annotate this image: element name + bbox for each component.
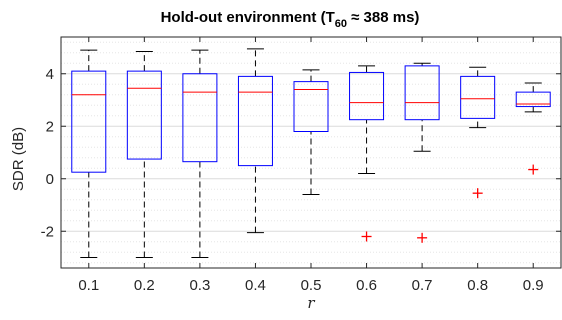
- x-tick-label: 0.7: [412, 277, 433, 294]
- box-0.5: [293, 69, 329, 195]
- x-tick-label: 0.4: [245, 277, 266, 294]
- box-0.7: [404, 62, 440, 243]
- box-0.9: [515, 82, 551, 175]
- box-0.2: [126, 50, 162, 258]
- box-0.1: [71, 49, 107, 258]
- y-tick-label: 4: [46, 66, 54, 83]
- box-0.4: [237, 48, 273, 234]
- x-tick-label: 0.2: [134, 277, 155, 294]
- x-tick-label: 0.9: [523, 277, 544, 294]
- x-axis-label: r: [307, 294, 315, 312]
- interquartile-box: [126, 70, 162, 160]
- interquartile-box: [349, 71, 385, 121]
- outlier-marker: [528, 164, 539, 175]
- box-series: [71, 48, 551, 258]
- x-tick-label: 0.5: [301, 277, 322, 294]
- y-axis-label: SDR (dB): [10, 127, 27, 191]
- box-0.6: [349, 65, 385, 242]
- interquartile-box: [71, 70, 107, 173]
- y-tick-label: 0: [46, 171, 54, 188]
- outlier-marker: [472, 188, 483, 199]
- y-tick-label: 2: [46, 118, 54, 135]
- x-tick-label: 0.6: [356, 277, 377, 294]
- interquartile-box: [404, 65, 440, 121]
- outlier-marker: [361, 231, 372, 242]
- x-axis-ticks: 0.1 0.2 0.3 0.4 0.5 0.6 0.7 0.8 0.9: [78, 37, 544, 294]
- interquartile-box: [515, 91, 551, 108]
- x-tick-label: 0.8: [467, 277, 488, 294]
- outlier-marker: [417, 232, 428, 243]
- y-tick-label: -2: [41, 223, 54, 240]
- box-0.8: [460, 66, 496, 199]
- x-tick-label: 0.1: [78, 277, 99, 294]
- x-tick-label: 0.3: [189, 277, 210, 294]
- chart-title: Hold-out environment (T60 ≈ 388 ms): [161, 9, 420, 30]
- interquartile-box: [293, 81, 329, 132]
- interquartile-box: [460, 75, 496, 119]
- interquartile-box: [182, 73, 218, 163]
- interquartile-box: [237, 75, 273, 167]
- box-0.3: [182, 49, 218, 258]
- y-axis-ticks: -2 0 2 4: [41, 66, 561, 240]
